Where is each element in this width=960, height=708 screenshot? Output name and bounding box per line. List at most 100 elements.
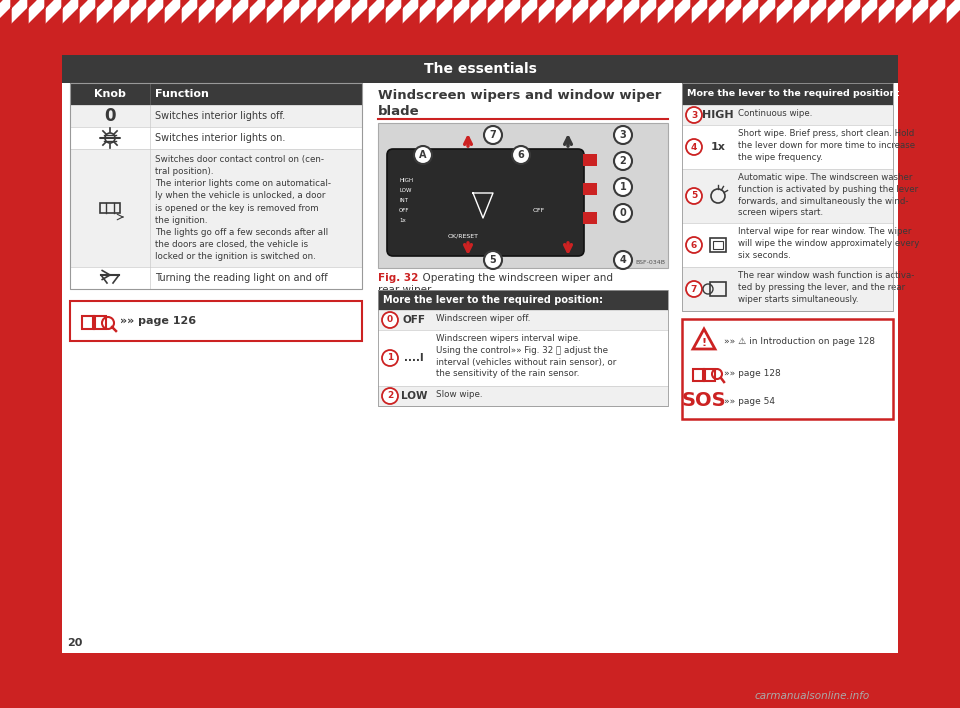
Bar: [70, 149, 362, 267]
Text: »» page 54: »» page 54: [724, 396, 775, 406]
Text: Switches interior lights off.: Switches interior lights off.: [155, 111, 285, 121]
Text: The essentials: The essentials: [423, 62, 537, 76]
Bar: [100, 203, 120, 213]
Bar: [682, 105, 893, 125]
Circle shape: [382, 350, 398, 366]
Text: 0: 0: [387, 316, 393, 324]
Circle shape: [686, 237, 702, 253]
Bar: [682, 267, 893, 311]
Text: Short wipe. Brief press, short clean. Hold
the lever down for more time to incre: Short wipe. Brief press, short clean. Ho…: [738, 129, 915, 161]
Bar: [70, 127, 362, 149]
Bar: [710, 282, 726, 296]
Circle shape: [686, 139, 702, 155]
Text: 20: 20: [67, 638, 83, 648]
Circle shape: [686, 188, 702, 204]
Bar: [70, 83, 362, 289]
Text: Automatic wipe. The windscreen washer
function is activated by pushing the lever: Automatic wipe. The windscreen washer fu…: [738, 173, 918, 217]
Text: Windscreen wiper off.: Windscreen wiper off.: [436, 314, 530, 323]
Text: Function: Function: [155, 89, 209, 99]
Bar: [62, 55, 898, 653]
Circle shape: [614, 204, 632, 222]
Bar: [378, 330, 668, 386]
Text: blade: blade: [378, 105, 420, 118]
Bar: [378, 290, 668, 406]
Circle shape: [686, 281, 702, 297]
Text: LOW: LOW: [399, 188, 412, 193]
Bar: [378, 386, 668, 406]
Text: OK/RESET: OK/RESET: [447, 234, 478, 239]
Bar: [70, 267, 362, 289]
Text: Continuous wipe.: Continuous wipe.: [738, 109, 812, 118]
Text: OFF: OFF: [533, 207, 545, 212]
Text: 5: 5: [691, 191, 697, 200]
Text: 2: 2: [387, 392, 394, 401]
Bar: [693, 369, 703, 381]
Text: 4: 4: [619, 255, 626, 265]
Text: 1x: 1x: [399, 217, 406, 222]
Text: OFF: OFF: [402, 315, 425, 325]
Text: !: !: [702, 338, 707, 348]
Bar: [82, 316, 93, 329]
Text: Slow wipe.: Slow wipe.: [436, 390, 483, 399]
Circle shape: [105, 133, 115, 143]
Bar: [710, 238, 726, 252]
Text: Switches door contact control on (cen-
tral position).
The interior lights come : Switches door contact control on (cen- t…: [155, 155, 331, 261]
Text: 7: 7: [490, 130, 496, 140]
Text: Windscreen wipers and window wiper: Windscreen wipers and window wiper: [378, 89, 661, 102]
Bar: [682, 83, 893, 311]
Bar: [62, 55, 898, 83]
Bar: [682, 125, 893, 169]
Bar: [583, 212, 597, 224]
Bar: [682, 169, 893, 223]
Bar: [70, 105, 362, 127]
Text: 5: 5: [490, 255, 496, 265]
Text: BSF-034B: BSF-034B: [635, 260, 665, 265]
Text: INT: INT: [399, 198, 408, 202]
Text: More the lever to the required position:: More the lever to the required position:: [687, 89, 900, 98]
Text: Switches interior lights on.: Switches interior lights on.: [155, 133, 285, 143]
Text: »» page 128: »» page 128: [724, 370, 780, 379]
Text: carmanualsonline.info: carmanualsonline.info: [755, 691, 870, 701]
Text: rear wiper.: rear wiper.: [378, 285, 434, 295]
Bar: [70, 83, 362, 105]
Text: 4: 4: [691, 142, 697, 152]
Bar: [682, 223, 893, 267]
Circle shape: [382, 312, 398, 328]
Text: 1: 1: [619, 182, 626, 192]
Text: Operating the windscreen wiper and: Operating the windscreen wiper and: [416, 273, 613, 283]
Bar: [95, 316, 106, 329]
Circle shape: [382, 388, 398, 404]
Text: Turning the reading light on and off: Turning the reading light on and off: [155, 273, 327, 283]
Text: 2: 2: [619, 156, 626, 166]
Text: 7: 7: [691, 285, 697, 294]
Circle shape: [686, 107, 702, 123]
Text: LOW: LOW: [400, 391, 427, 401]
Circle shape: [414, 146, 432, 164]
Text: Knob: Knob: [94, 89, 126, 99]
FancyBboxPatch shape: [387, 149, 584, 256]
Text: HIGH: HIGH: [702, 110, 733, 120]
Text: 3: 3: [691, 110, 697, 120]
Text: 6: 6: [691, 241, 697, 249]
Text: Fig. 32: Fig. 32: [378, 273, 419, 283]
Bar: [705, 369, 715, 381]
Text: Windscreen wipers interval wipe.
Using the control»» Fig. 32 Ⓐ adjust the
interv: Windscreen wipers interval wipe. Using t…: [436, 334, 616, 378]
Circle shape: [484, 251, 502, 269]
Circle shape: [614, 178, 632, 196]
Text: 1: 1: [387, 353, 394, 362]
Text: Interval wipe for rear window. The wiper
will wipe the window approximately ever: Interval wipe for rear window. The wiper…: [738, 227, 920, 260]
Bar: [378, 310, 668, 330]
Text: »» ⚠ in Introduction on page 128: »» ⚠ in Introduction on page 128: [724, 336, 875, 346]
Circle shape: [512, 146, 530, 164]
Circle shape: [614, 251, 632, 269]
Text: ....l: ....l: [404, 353, 423, 363]
Bar: [378, 290, 668, 310]
Bar: [70, 301, 362, 341]
Circle shape: [614, 152, 632, 170]
Bar: [682, 83, 893, 105]
Text: SOS: SOS: [682, 392, 727, 411]
Text: 6: 6: [517, 150, 524, 160]
Text: 1x: 1x: [710, 142, 726, 152]
Text: 0: 0: [105, 107, 116, 125]
Text: The rear window wash function is activa-
ted by pressing the lever, and the rear: The rear window wash function is activa-…: [738, 271, 914, 304]
